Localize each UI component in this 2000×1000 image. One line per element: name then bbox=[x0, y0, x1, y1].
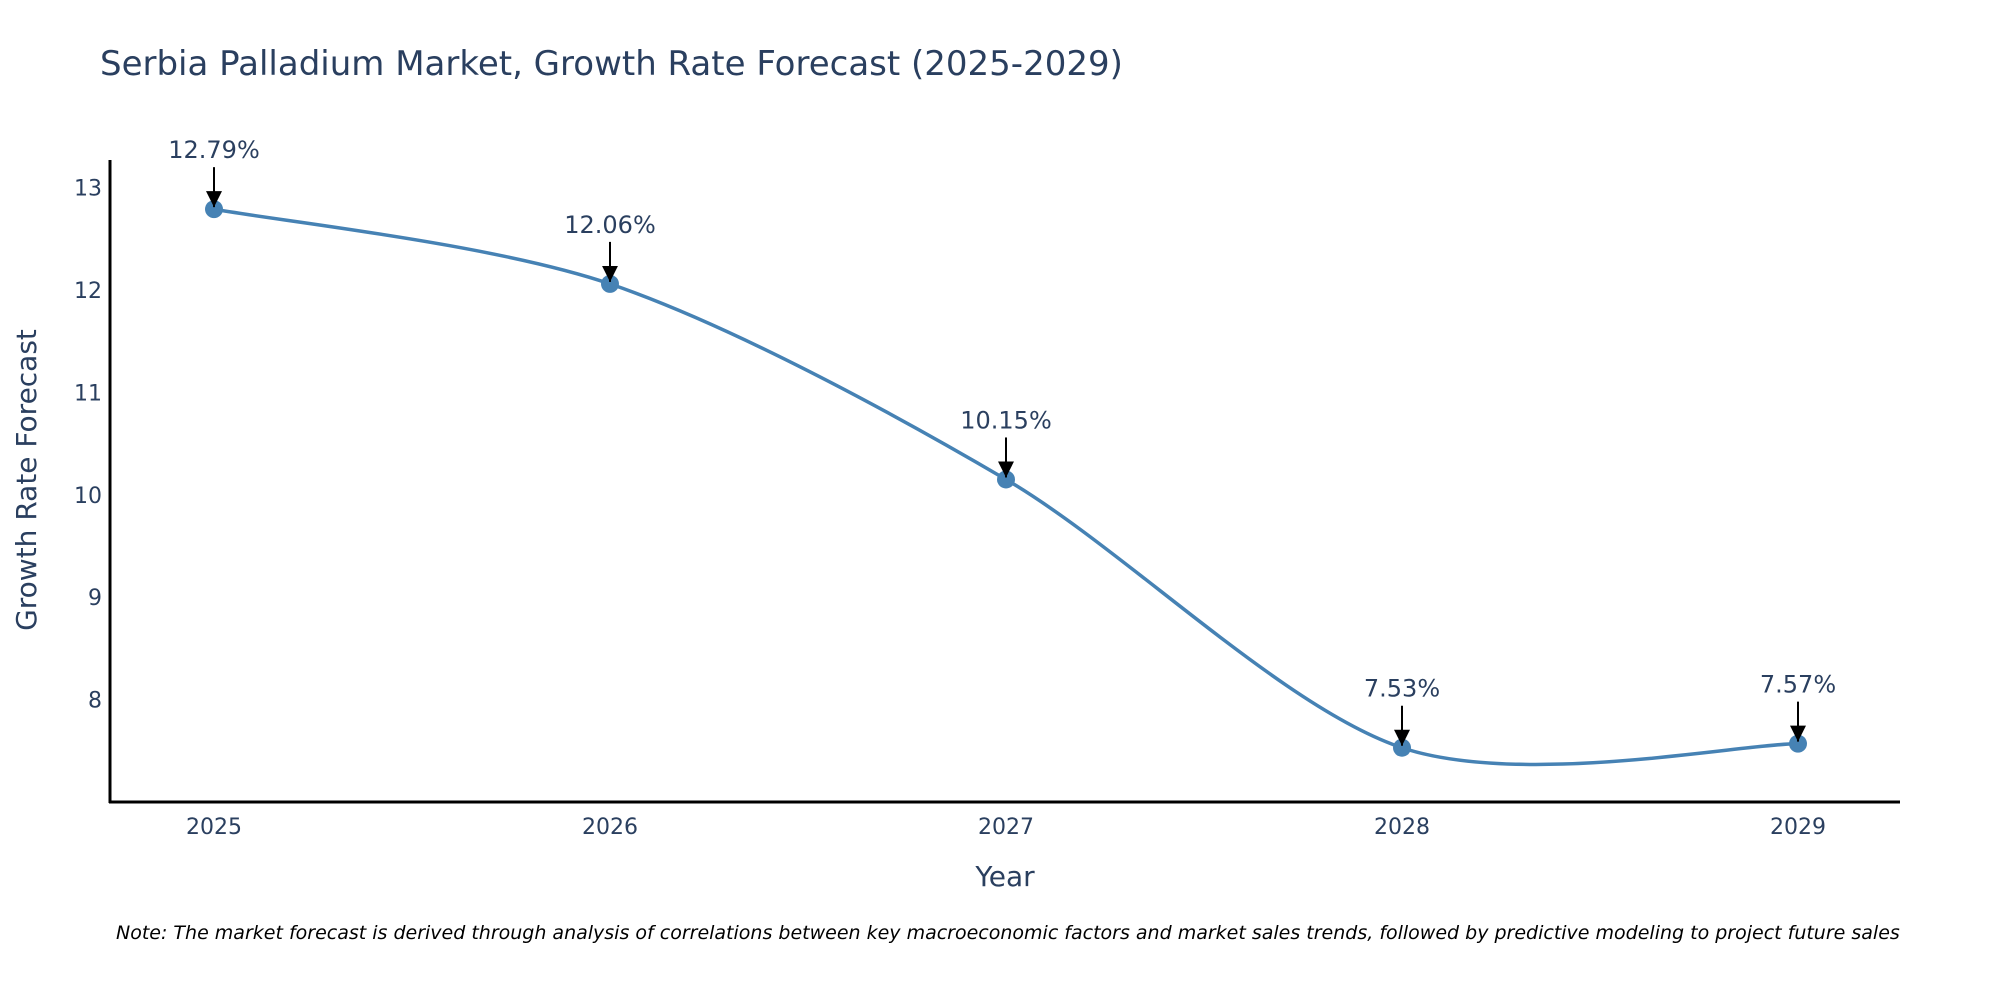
data-label: 12.06% bbox=[564, 211, 656, 239]
plot-area: 8 9 10 11 12 13 2025 2026 2027 2028 2029 12.79% 12.0… bbox=[74, 136, 1900, 840]
data-label: 7.57% bbox=[1760, 671, 1836, 699]
y-tick-label: 9 bbox=[88, 586, 102, 611]
y-tick-label: 8 bbox=[88, 689, 102, 714]
x-tick-label: 2028 bbox=[1374, 815, 1430, 840]
x-tick-label: 2027 bbox=[978, 815, 1034, 840]
y-tick-label: 11 bbox=[74, 381, 102, 406]
data-label: 10.15% bbox=[960, 406, 1052, 434]
data-label: 7.53% bbox=[1364, 675, 1440, 703]
x-tick-label: 2025 bbox=[186, 815, 242, 840]
chart-title: Serbia Palladium Market, Growth Rate For… bbox=[100, 44, 1123, 84]
y-axis-title: Growth Rate Forecast bbox=[10, 329, 43, 631]
footnote-note: Note: The market forecast is derived thr… bbox=[116, 922, 1900, 944]
y-tick-label: 12 bbox=[74, 279, 102, 304]
x-tick-label: 2026 bbox=[582, 815, 638, 840]
data-label: 12.79% bbox=[168, 136, 260, 164]
y-tick-label: 13 bbox=[74, 177, 102, 202]
x-tick-label: 2029 bbox=[1770, 815, 1826, 840]
x-axis-title: Year bbox=[974, 860, 1035, 893]
y-tick-label: 10 bbox=[74, 484, 102, 509]
